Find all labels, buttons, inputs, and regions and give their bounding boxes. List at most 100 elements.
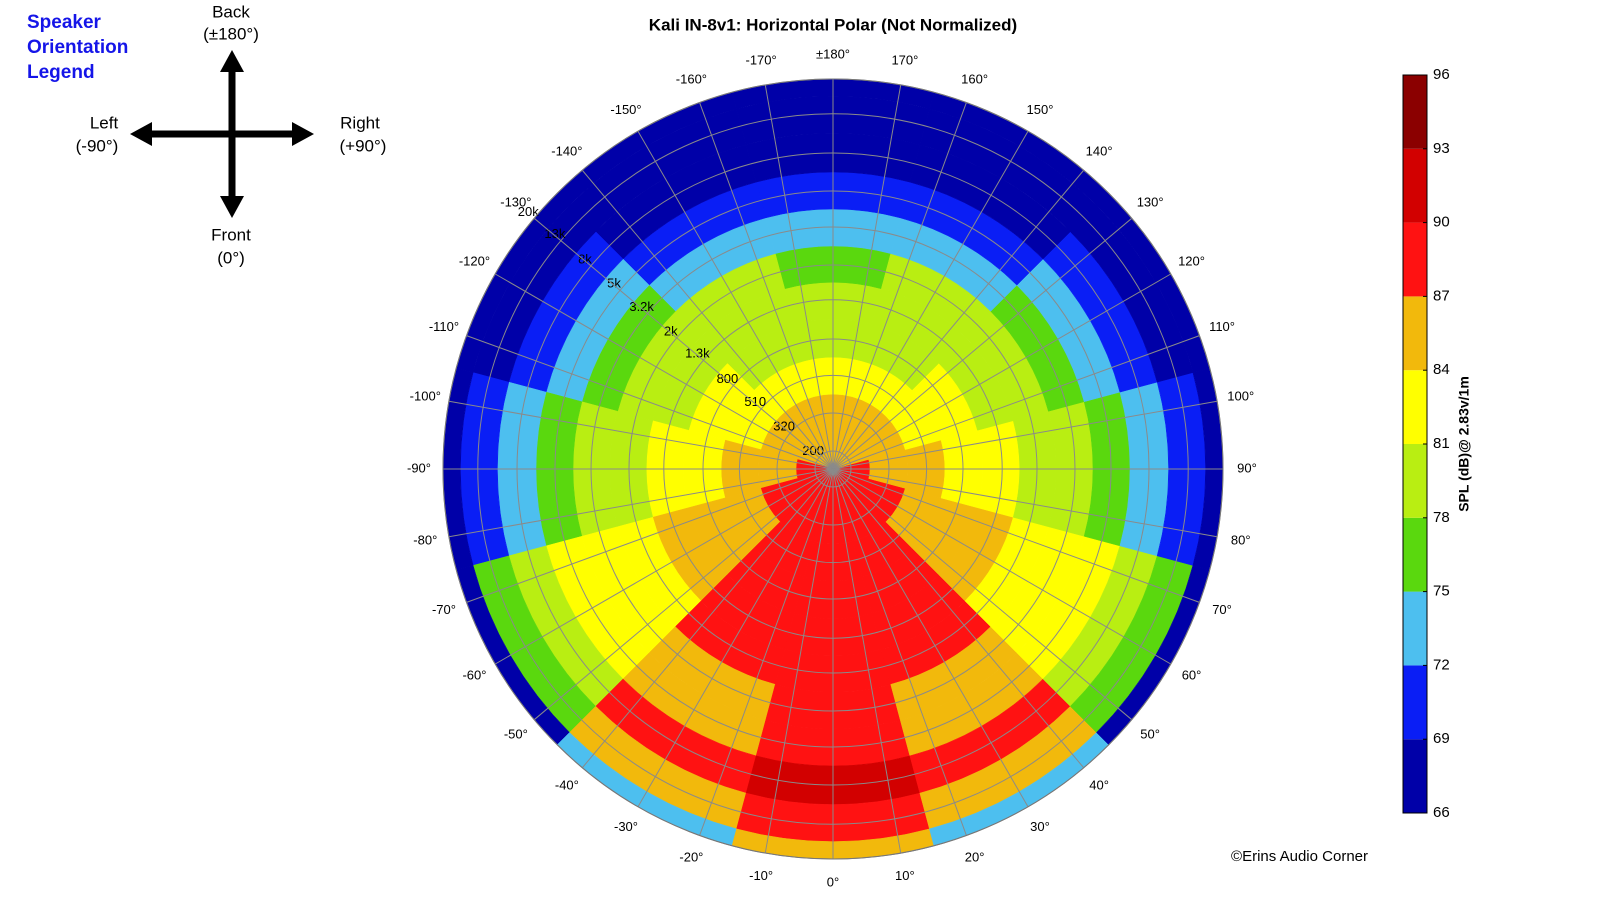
grid-spoke bbox=[832, 468, 1171, 665]
colorbar-tick-label: 96 bbox=[1433, 66, 1450, 83]
theta-tick-label: -60° bbox=[462, 667, 486, 682]
theta-tick-label: 90° bbox=[1237, 460, 1257, 475]
colorbar-segment bbox=[1403, 148, 1427, 223]
colorbar-tick-label: 87 bbox=[1433, 287, 1450, 304]
grid-spoke bbox=[466, 335, 834, 470]
legend-front: Front bbox=[211, 225, 251, 244]
grid-spoke bbox=[832, 131, 1029, 470]
theta-tick-label: -150° bbox=[610, 102, 641, 117]
colorbar-tick-label: 69 bbox=[1433, 730, 1450, 747]
theta-tick-label: -30° bbox=[614, 819, 638, 834]
grid-spoke bbox=[699, 468, 834, 836]
colorbar-segment bbox=[1403, 222, 1427, 297]
theta-tick-label: 110° bbox=[1209, 319, 1235, 334]
grid-spoke bbox=[832, 468, 1085, 769]
credit: ©Erins Audio Corner bbox=[1231, 848, 1368, 865]
arrow-head bbox=[220, 50, 244, 72]
theta-tick-label: 160° bbox=[961, 71, 988, 86]
theta-tick-label: -20° bbox=[679, 849, 703, 864]
grid-spoke bbox=[832, 468, 902, 854]
r-tick-label: 5k bbox=[607, 276, 621, 291]
r-tick-label: 8k bbox=[578, 251, 592, 266]
colorbar-segment bbox=[1403, 517, 1427, 592]
grid-spoke bbox=[832, 400, 1218, 470]
grid-spoke bbox=[832, 335, 1200, 470]
colorbar-segment bbox=[1403, 444, 1427, 518]
grid-spoke bbox=[448, 468, 834, 538]
colorbar-tick-label: 90 bbox=[1433, 214, 1450, 231]
r-tick-label: 3.2k bbox=[629, 299, 654, 314]
colorbar-segment bbox=[1403, 370, 1427, 444]
theta-tick-label: -40° bbox=[555, 778, 579, 793]
r-tick-label: 320 bbox=[773, 418, 795, 433]
legend-left: Left bbox=[90, 113, 119, 132]
grid-spoke bbox=[448, 400, 834, 470]
theta-tick-label: -90° bbox=[407, 460, 431, 475]
colorbar-segment bbox=[1403, 739, 1427, 813]
chart-title: Kali IN-8v1: Horizontal Polar (Not Norma… bbox=[649, 15, 1017, 34]
theta-tick-label: -10° bbox=[749, 868, 773, 883]
arrow-head bbox=[220, 196, 244, 218]
legend-left: (-90°) bbox=[76, 136, 119, 155]
grid-spoke bbox=[832, 273, 1171, 470]
grid-spoke bbox=[832, 84, 902, 470]
grid-spoke bbox=[581, 468, 834, 769]
theta-tick-label: 50° bbox=[1140, 727, 1160, 742]
colorbar-label: SPL (dB)@ 2.83v/1m bbox=[1456, 376, 1472, 512]
grid-spoke bbox=[637, 468, 834, 807]
colorbar-tick-label: 93 bbox=[1433, 140, 1450, 157]
colorbar-segment bbox=[1403, 665, 1427, 740]
r-tick-label: 20k bbox=[518, 204, 539, 219]
grid-spoke bbox=[699, 102, 834, 470]
colorbar-segment bbox=[1403, 75, 1427, 149]
r-tick-label: 13k bbox=[544, 226, 565, 241]
grid-spoke bbox=[466, 468, 834, 603]
grid-spoke bbox=[832, 468, 1218, 538]
grid-spoke bbox=[764, 468, 834, 854]
colorbar-tick-label: 78 bbox=[1433, 509, 1450, 526]
grid-spoke bbox=[832, 468, 1133, 721]
grid-spoke bbox=[832, 217, 1133, 470]
grid-spoke bbox=[832, 468, 967, 836]
colorbar-tick-label: 84 bbox=[1433, 361, 1450, 378]
grid-spoke bbox=[832, 169, 1085, 470]
colorbar-tick-label: 66 bbox=[1433, 804, 1450, 821]
theta-tick-label: 130° bbox=[1137, 194, 1164, 209]
colorbar-tick-label: 72 bbox=[1433, 656, 1450, 673]
theta-tick-label: -80° bbox=[413, 532, 437, 547]
theta-tick-label: 170° bbox=[891, 53, 918, 68]
grid-spoke bbox=[832, 468, 1029, 807]
legend-back: Back bbox=[212, 2, 250, 21]
r-tick-label: 510 bbox=[744, 394, 766, 409]
theta-tick-label: -160° bbox=[676, 71, 707, 86]
r-tick-label: 800 bbox=[717, 371, 739, 386]
theta-tick-label: 140° bbox=[1086, 143, 1113, 158]
r-tick-label: 1.3k bbox=[685, 346, 710, 361]
theta-tick-label: -120° bbox=[459, 253, 490, 268]
legend-front: (0°) bbox=[217, 248, 245, 267]
arrow-head bbox=[130, 122, 152, 146]
r-tick-label: 2k bbox=[664, 323, 678, 338]
colorbar-tick-label: 75 bbox=[1433, 583, 1450, 600]
theta-tick-label: 0° bbox=[827, 874, 839, 889]
theta-tick-label: 150° bbox=[1027, 102, 1054, 117]
theta-tick-label: -70° bbox=[432, 602, 456, 617]
theta-tick-label: -100° bbox=[410, 389, 441, 404]
grid-spoke bbox=[832, 102, 967, 470]
theta-tick-label: 30° bbox=[1030, 819, 1050, 834]
colorbar-segment bbox=[1403, 296, 1427, 371]
grid-spoke bbox=[832, 468, 1200, 603]
grid-spoke bbox=[495, 468, 834, 665]
legend-back: (±180°) bbox=[203, 24, 259, 43]
grid-spoke bbox=[533, 468, 834, 721]
theta-tick-label: 20° bbox=[965, 849, 985, 864]
theta-tick-label: 120° bbox=[1178, 253, 1205, 268]
theta-tick-label: -130° bbox=[500, 194, 531, 209]
colorbar-tick-label: 81 bbox=[1433, 435, 1450, 452]
polar-frame bbox=[442, 78, 1224, 860]
grid-spoke bbox=[533, 217, 834, 470]
theta-tick-label: 70° bbox=[1212, 602, 1232, 617]
theta-tick-label: -140° bbox=[551, 143, 582, 158]
grid-spoke bbox=[764, 84, 834, 470]
